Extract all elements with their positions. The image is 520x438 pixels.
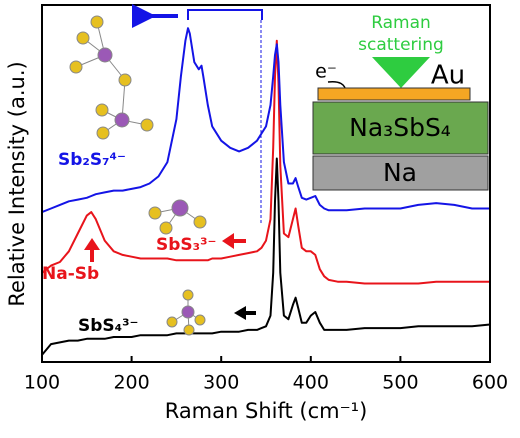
x-tick-label: 300 [203, 372, 239, 394]
x-tick-label: 400 [293, 372, 329, 394]
annotation: SbS₃³⁻ [156, 235, 217, 255]
inset-label: scattering [358, 35, 444, 55]
series-label: SbS₄³⁻ [78, 316, 139, 336]
inset-label: Au [431, 61, 465, 91]
x-tick-label: 200 [113, 372, 149, 394]
series-label: Sb₂S₇⁴⁻ [58, 150, 126, 170]
y-axis-title: Relative Intensity (a.u.) [5, 61, 29, 306]
label-arrows [84, 233, 256, 320]
inset-label: Na [383, 158, 417, 187]
series-line [41, 27, 490, 214]
molecule-sbs4 [166, 289, 206, 336]
x-tick-label: 600 [472, 372, 508, 394]
series-line [41, 157, 491, 356]
molecule-sb2s7 [69, 15, 154, 140]
molecule-sbs3 [148, 199, 207, 235]
device-inset: Raman scattering e⁻ Au Na₃SbS₄ Na [312, 13, 489, 191]
x-tick-label: 100 [24, 372, 60, 394]
x-tick-label: 500 [382, 372, 418, 394]
inset-label: Raman [371, 13, 431, 33]
series-line [41, 39, 490, 285]
plot-area: 100 200 300 400 500 600 [24, 4, 508, 394]
peak-bracket [132, 4, 263, 225]
x-axis-title: Raman Shift (cm⁻¹) [165, 399, 368, 423]
raman-beam [372, 57, 430, 88]
inset-label: Na₃SbS₄ [349, 113, 451, 142]
plot-frame [41, 4, 491, 363]
series-label: Na-Sb [42, 264, 99, 284]
inset-label: e⁻ [315, 61, 337, 83]
